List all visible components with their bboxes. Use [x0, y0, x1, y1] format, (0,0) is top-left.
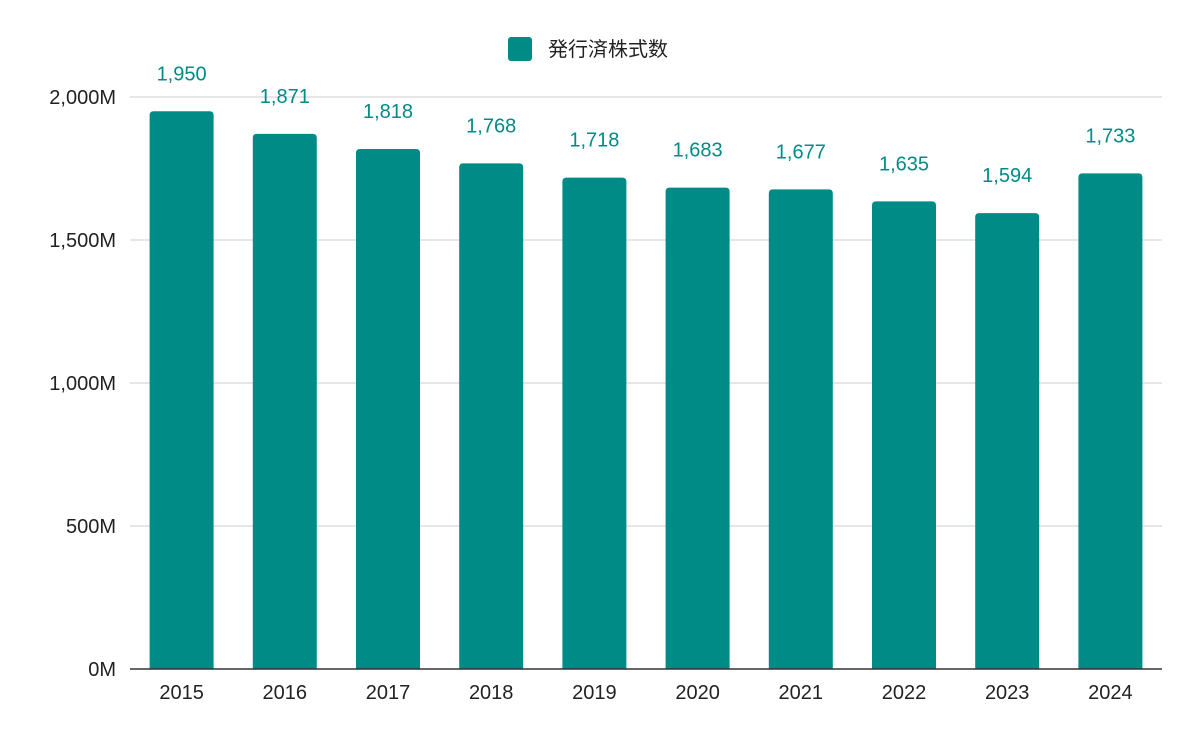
- bar-2024: [1078, 173, 1143, 669]
- bars: [149, 111, 1143, 670]
- bar-2023: [975, 213, 1040, 669]
- data-label-2023: 1,594: [982, 165, 1032, 187]
- data-label-2015: 1,950: [157, 63, 207, 85]
- bar-2016: [252, 133, 317, 670]
- bar-2015: [149, 111, 214, 670]
- y-tick-label: 0M: [88, 659, 116, 681]
- bar-2022: [872, 201, 936, 669]
- x-tick-label: 2017: [366, 682, 411, 704]
- data-label-2024: 1,733: [1085, 125, 1135, 147]
- x-tick-label: 2024: [1088, 682, 1133, 704]
- x-axis: 2015 2016 2017 2018 2019 2020 2021 2022 2023 2024: [130, 668, 1162, 704]
- data-label-2022: 1,635: [879, 153, 929, 175]
- x-tick-label: 2023: [985, 682, 1030, 704]
- data-label-2021: 1,677: [776, 141, 826, 163]
- data-label-2020: 1,683: [673, 140, 723, 162]
- legend: 発行済株式数: [508, 37, 668, 61]
- x-tick-label: 2022: [882, 682, 927, 704]
- bar-2020: [665, 187, 730, 670]
- x-tick-label: 2019: [572, 682, 617, 704]
- x-tick-label: 2020: [675, 682, 720, 704]
- x-tick-label: 2016: [263, 682, 308, 704]
- bar-2021: [768, 189, 833, 670]
- y-tick-label: 500M: [66, 516, 116, 538]
- bar-2018: [459, 163, 524, 670]
- legend-swatch: [508, 37, 532, 61]
- bar-2017: [356, 149, 420, 669]
- data-labels: 1,950 1,871 1,818 1,768 1,718 1,683 1,677 1,635…: [157, 63, 1136, 187]
- data-label-2016: 1,871: [260, 86, 310, 108]
- bar-2019: [562, 177, 627, 670]
- y-tick-label: 1,000M: [49, 373, 116, 395]
- x-tick-label: 2015: [159, 682, 204, 704]
- y-axis: 0M 500M 1,000M 1,500M 2,000M: [49, 87, 116, 681]
- x-tick-label: 2021: [779, 682, 824, 704]
- y-tick-label: 1,500M: [49, 230, 116, 252]
- data-label-2017: 1,818: [363, 101, 413, 123]
- data-label-2019: 1,718: [569, 130, 619, 152]
- legend-label: 発行済株式数: [548, 37, 668, 61]
- y-tick-label: 2,000M: [49, 87, 116, 109]
- x-tick-label: 2018: [469, 682, 514, 704]
- data-label-2018: 1,768: [466, 115, 516, 137]
